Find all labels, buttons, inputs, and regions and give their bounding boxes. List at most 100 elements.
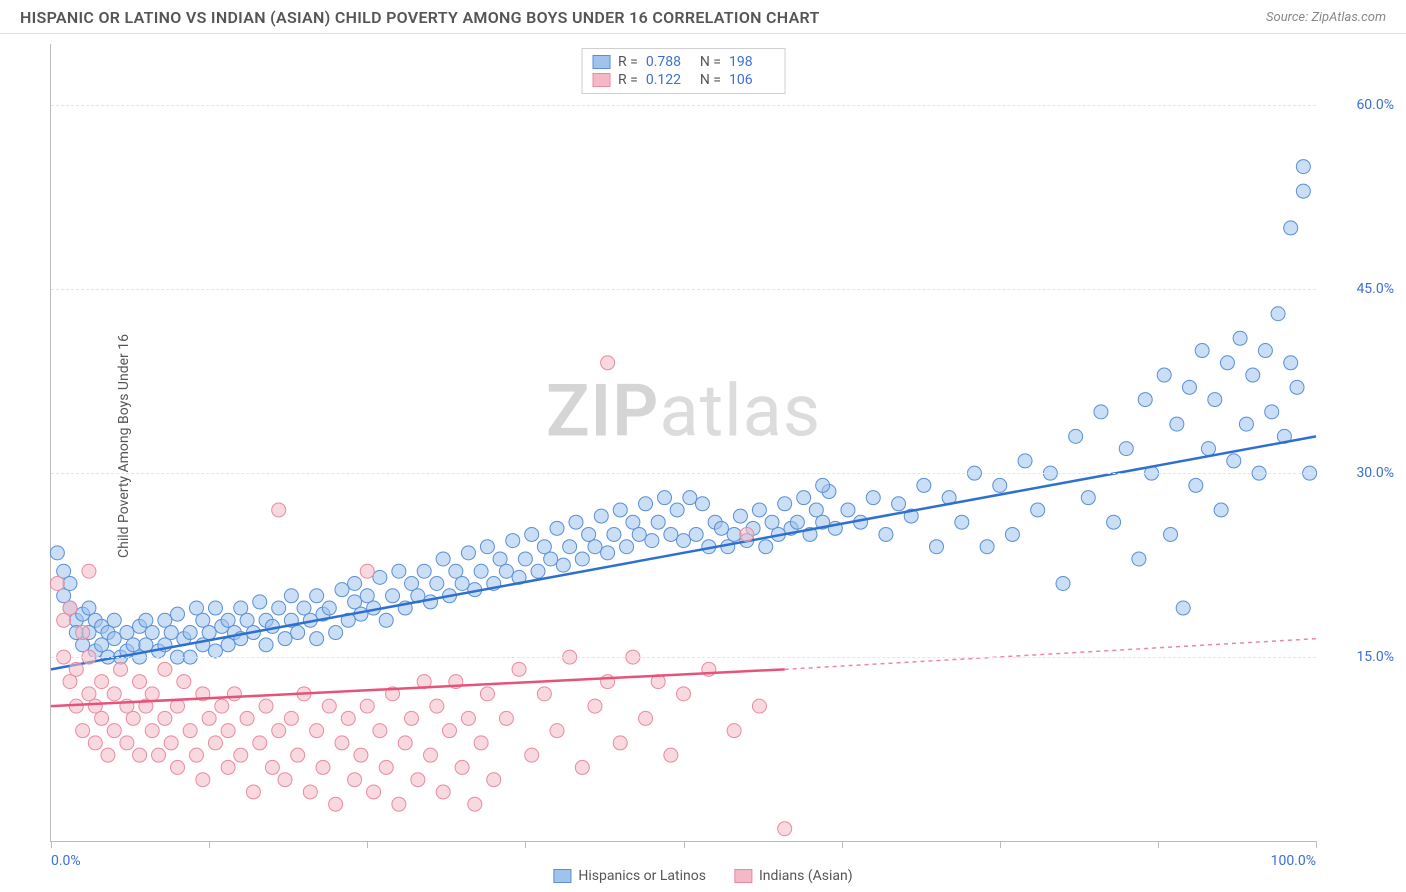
scatter-point-hispanics <box>335 583 349 597</box>
scatter-point-indians <box>240 711 254 725</box>
source-label: Source: <box>1266 10 1308 25</box>
scatter-point-indians <box>158 662 172 676</box>
scatter-point-hispanics <box>1233 331 1247 345</box>
scatter-point-indians <box>405 711 419 725</box>
scatter-point-indians <box>461 711 475 725</box>
scatter-point-hispanics <box>1271 307 1285 321</box>
stats-row-hispanics: R =0.788N =198 <box>592 53 775 71</box>
x-tick <box>1316 841 1317 848</box>
legend-label: Hispanics or Latinos <box>578 868 706 884</box>
scatter-point-indians <box>69 662 83 676</box>
scatter-point-hispanics <box>689 527 703 541</box>
scatter-point-indians <box>76 724 90 738</box>
scatter-point-hispanics <box>1018 454 1032 468</box>
scatter-point-hispanics <box>601 546 615 560</box>
scatter-point-indians <box>259 699 273 713</box>
scatter-point-indians <box>525 748 539 762</box>
scatter-point-hispanics <box>556 558 570 572</box>
scatter-point-indians <box>322 699 336 713</box>
scatter-point-indians <box>107 724 121 738</box>
scatter-point-indians <box>278 773 292 787</box>
scatter-point-hispanics <box>322 601 336 615</box>
scatter-point-indians <box>474 736 488 750</box>
scatter-point-hispanics <box>525 527 539 541</box>
scatter-point-hispanics <box>171 607 185 621</box>
scatter-point-indians <box>740 527 754 541</box>
scatter-point-indians <box>499 711 513 725</box>
scatter-point-hispanics <box>594 509 608 523</box>
scatter-point-indians <box>183 724 197 738</box>
scatter-point-hispanics <box>544 552 558 566</box>
x-tick-label: 100.0% <box>1271 853 1316 869</box>
scatter-point-hispanics <box>1284 221 1298 235</box>
chart-header: HISPANIC OR LATINO VS INDIAN (ASIAN) CHI… <box>0 0 1406 34</box>
scatter-point-hispanics <box>1189 478 1203 492</box>
scatter-point-indians <box>133 675 147 689</box>
plot-area: ZIPatlas R =0.788N =198R =0.122N =106 15… <box>50 44 1316 842</box>
scatter-point-indians <box>512 662 526 676</box>
scatter-point-hispanics <box>518 552 532 566</box>
scatter-svg <box>51 44 1316 841</box>
scatter-point-indians <box>284 711 298 725</box>
scatter-point-hispanics <box>392 564 406 578</box>
scatter-point-hispanics <box>424 595 438 609</box>
scatter-point-hispanics <box>727 527 741 541</box>
scatter-point-hispanics <box>208 601 222 615</box>
n-value: 106 <box>729 72 775 88</box>
scatter-point-hispanics <box>50 546 64 560</box>
scatter-point-indians <box>329 797 343 811</box>
swatch-hispanics <box>592 55 610 69</box>
scatter-point-hispanics <box>1138 393 1152 407</box>
scatter-point-hispanics <box>164 626 178 640</box>
scatter-point-hispanics <box>1183 380 1197 394</box>
scatter-point-hispanics <box>752 503 766 517</box>
r-value: 0.122 <box>646 72 692 88</box>
scatter-point-hispanics <box>645 534 659 548</box>
r-value: 0.788 <box>646 54 692 70</box>
scatter-point-hispanics <box>550 521 564 535</box>
scatter-point-indians <box>227 687 241 701</box>
scatter-point-indians <box>158 711 172 725</box>
scatter-point-indians <box>221 724 235 738</box>
scatter-point-indians <box>392 797 406 811</box>
gridline <box>51 473 1316 474</box>
scatter-point-indians <box>145 724 159 738</box>
trend-line-hispanics <box>51 436 1316 669</box>
scatter-point-hispanics <box>1176 601 1190 615</box>
scatter-point-indians <box>550 724 564 738</box>
scatter-point-hispanics <box>1195 344 1209 358</box>
scatter-point-hispanics <box>461 546 475 560</box>
scatter-point-hispanics <box>588 540 602 554</box>
scatter-point-indians <box>373 724 387 738</box>
gridline <box>51 657 1316 658</box>
scatter-point-hispanics <box>386 589 400 603</box>
y-tick-label: 15.0% <box>1356 649 1394 665</box>
scatter-point-hispanics <box>373 570 387 584</box>
stats-legend-box: R =0.788N =198R =0.122N =106 <box>581 48 786 94</box>
x-tick <box>842 841 843 848</box>
scatter-point-indians <box>272 503 286 517</box>
scatter-point-hispanics <box>639 497 653 511</box>
scatter-point-indians <box>196 773 210 787</box>
scatter-point-indians <box>752 699 766 713</box>
scatter-point-indians <box>613 736 627 750</box>
scatter-point-hispanics <box>506 534 520 548</box>
scatter-point-hispanics <box>499 564 513 578</box>
scatter-point-indians <box>189 748 203 762</box>
x-tick <box>209 841 210 848</box>
scatter-point-indians <box>335 736 349 750</box>
legend-swatch <box>553 869 571 883</box>
scatter-point-indians <box>480 687 494 701</box>
y-tick-label: 30.0% <box>1356 465 1394 481</box>
scatter-point-hispanics <box>107 632 121 646</box>
scatter-point-hispanics <box>1227 454 1241 468</box>
trend-line-ext-indians <box>785 639 1316 670</box>
gridline <box>51 105 1316 106</box>
scatter-point-indians <box>601 675 615 689</box>
scatter-point-indians <box>101 748 115 762</box>
scatter-point-indians <box>341 711 355 725</box>
scatter-point-indians <box>164 736 178 750</box>
scatter-point-hispanics <box>1056 577 1070 591</box>
scatter-point-indians <box>50 577 64 591</box>
scatter-point-indians <box>107 687 121 701</box>
